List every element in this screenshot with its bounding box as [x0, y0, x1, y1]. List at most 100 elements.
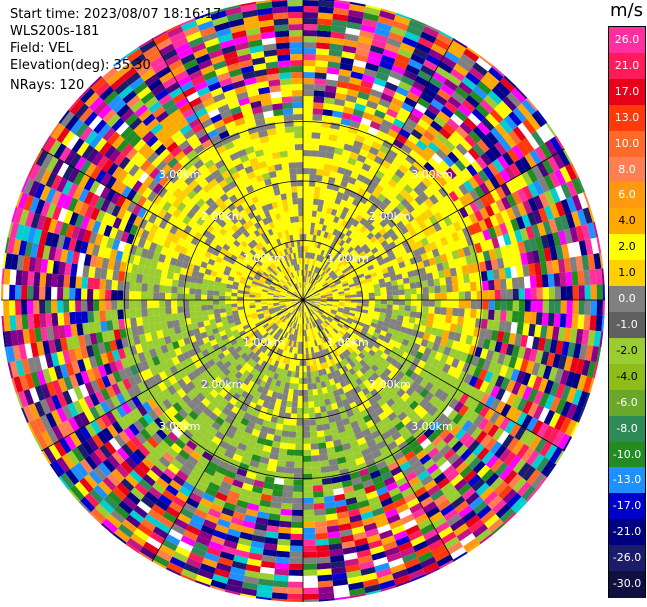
range-gate — [136, 393, 147, 405]
range-gate — [366, 313, 374, 319]
range-gate — [9, 284, 16, 300]
range-gate — [294, 291, 299, 296]
range-gate — [91, 434, 104, 449]
range-gate — [308, 316, 312, 323]
range-gate — [326, 385, 333, 393]
range-gate — [266, 335, 273, 342]
range-gate — [171, 161, 183, 173]
range-gate — [24, 373, 35, 389]
range-gate — [304, 305, 308, 312]
range-gate — [267, 290, 274, 294]
range-gate — [464, 396, 475, 408]
range-gate — [466, 423, 478, 436]
range-gate — [194, 12, 211, 20]
range-gate — [397, 440, 409, 451]
range-gate — [288, 364, 293, 372]
range-gate — [171, 300, 178, 307]
range-gate — [247, 88, 260, 98]
range-gate — [152, 384, 163, 395]
range-gate — [219, 304, 226, 309]
range-gate — [454, 500, 470, 514]
range-gate — [220, 235, 229, 244]
range-gate — [171, 64, 186, 77]
range-gate — [282, 236, 288, 243]
range-gate — [184, 414, 195, 425]
range-gate — [155, 363, 164, 374]
range-gate — [317, 310, 323, 316]
range-gate — [546, 325, 554, 340]
range-gate — [313, 327, 318, 334]
range-gate — [214, 281, 221, 287]
range-gate — [314, 72, 327, 80]
range-gate — [154, 322, 163, 332]
range-gate — [66, 450, 80, 466]
range-gate — [172, 36, 189, 49]
range-gate — [349, 3, 366, 13]
range-gate — [403, 406, 414, 416]
range-gate — [149, 531, 165, 545]
range-gate — [171, 523, 186, 536]
range-gate — [280, 436, 289, 444]
range-gate — [306, 222, 312, 229]
range-gate — [251, 454, 262, 463]
range-gate — [254, 222, 261, 230]
range-gate — [118, 156, 131, 170]
range-gate — [327, 325, 333, 332]
range-gate — [241, 581, 258, 591]
range-gate — [195, 305, 202, 312]
range-gate — [194, 259, 203, 267]
range-gate — [324, 238, 330, 246]
range-gate — [281, 307, 287, 311]
range-gate — [222, 243, 231, 251]
range-gate — [315, 538, 329, 546]
range-gate — [296, 240, 301, 247]
range-gate — [270, 378, 277, 386]
range-gate — [229, 152, 240, 161]
range-gate — [282, 168, 290, 176]
range-gate — [245, 278, 253, 284]
range-gate — [107, 131, 121, 146]
range-gate — [152, 559, 167, 570]
range-gate — [376, 460, 388, 470]
range-gate — [395, 535, 411, 547]
range-gate — [319, 331, 324, 338]
range-gate — [220, 334, 229, 341]
range-gate — [314, 223, 320, 230]
range-gate — [312, 358, 317, 366]
range-gate — [1, 300, 4, 316]
range-gate — [56, 234, 66, 249]
range-gate — [209, 210, 219, 220]
range-gate — [325, 79, 338, 87]
range-gate — [175, 166, 187, 177]
range-gate — [86, 368, 96, 382]
range-gate — [242, 247, 250, 255]
range-gate — [601, 315, 605, 332]
range-gate — [345, 94, 358, 103]
range-gate — [303, 407, 309, 414]
range-gate — [308, 347, 312, 354]
range-gate — [94, 233, 104, 246]
range-gate — [502, 434, 515, 449]
range-gate — [186, 133, 199, 145]
range-gate — [535, 312, 543, 326]
range-gate — [285, 302, 292, 305]
range-gate — [303, 96, 314, 103]
range-gate — [329, 313, 336, 318]
range-gate — [183, 460, 196, 472]
range-gate — [147, 78, 163, 92]
range-gate — [204, 123, 216, 134]
range-gate — [65, 224, 75, 238]
range-gate — [166, 320, 174, 329]
range-gate — [84, 204, 95, 219]
range-gate — [105, 201, 116, 215]
range-gate — [364, 584, 381, 594]
range-gate — [249, 300, 256, 303]
range-gate — [286, 320, 291, 326]
range-gate — [209, 8, 226, 15]
range-gate — [293, 240, 298, 247]
range-gate — [461, 419, 473, 433]
range-gate — [369, 356, 378, 365]
range-gate — [360, 330, 368, 336]
range-gate — [557, 327, 566, 342]
range-gate — [314, 301, 321, 303]
